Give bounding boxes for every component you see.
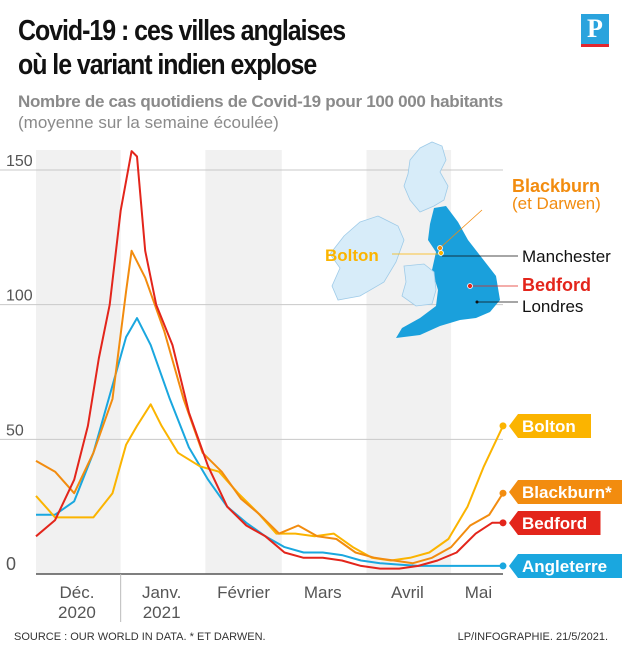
series-end-dot [499, 562, 507, 570]
subtitle: Nombre de cas quotidiens de Covid-19 pou… [18, 92, 503, 111]
series-tag-blackburn [509, 480, 622, 504]
x-tick-label: Janv. [142, 583, 181, 602]
series-tag-bedford [509, 511, 601, 535]
series-tag-label: Bedford [522, 514, 587, 533]
y-tick-label: 100 [6, 288, 33, 305]
series-tag-label: Blackburn* [522, 483, 612, 502]
series-end-dot [499, 489, 507, 497]
series-tag-label: Angleterre [522, 557, 607, 576]
series-end-dot [499, 519, 507, 527]
month-band [36, 150, 121, 574]
series-line-blackburn [35, 249, 504, 565]
title-line-1: Covid-19 : ces villes anglaises [18, 15, 346, 47]
scotland-shape [403, 141, 449, 213]
uk-map: Blackburn (et Darwen) Bolton Manchester … [325, 141, 611, 338]
x-tick-label: Mai [465, 583, 492, 602]
month-band [205, 150, 282, 574]
le-parisien-logo: P [581, 14, 609, 47]
y-tick-label: 0 [6, 554, 16, 574]
blackburn-marker [437, 245, 443, 251]
series-line-bedford [35, 150, 503, 570]
map-label-blackburn-sub: (et Darwen) [512, 194, 601, 213]
title-line-2: où le variant indien explose [18, 49, 317, 81]
wales-shape [401, 263, 437, 307]
england-shape [396, 206, 500, 338]
series-tag-label: Bolton [522, 417, 576, 436]
x-tick-label: 2021 [143, 603, 181, 622]
x-tick-label: Avril [391, 583, 424, 602]
x-tick-label: Déc. [59, 583, 94, 602]
map-label-bolton: Bolton [325, 246, 379, 265]
subtitle-note: (moyenne sur la semaine écoulée) [18, 113, 279, 132]
page-title: Covid-19 : ces villes anglaises où le var… [18, 14, 431, 82]
series-tag-angleterre [509, 554, 622, 578]
map-label-blackburn: Blackburn [512, 176, 600, 196]
map-label-manchester: Manchester [522, 247, 611, 266]
y-tick-label: 150 [6, 153, 33, 170]
ireland-shape [329, 215, 405, 301]
bolton-marker [438, 250, 444, 256]
source-note: SOURCE : OUR WORLD IN DATA. * ET DARWEN. [14, 631, 266, 643]
credit-note: LP/INFOGRAPHIE. 21/5/2021. [457, 631, 608, 643]
series-end-dot [499, 422, 507, 430]
x-tick-label: Février [217, 583, 270, 602]
london-marker [475, 300, 479, 304]
map-label-bedford: Bedford [522, 275, 591, 295]
x-tick-label: 2020 [58, 603, 96, 622]
map-label-londres: Londres [522, 297, 583, 316]
x-tick-label: Mars [304, 583, 342, 602]
series-tag-bolton [509, 414, 591, 438]
bedford-marker [467, 283, 473, 289]
y-tick-label: 50 [6, 422, 24, 439]
